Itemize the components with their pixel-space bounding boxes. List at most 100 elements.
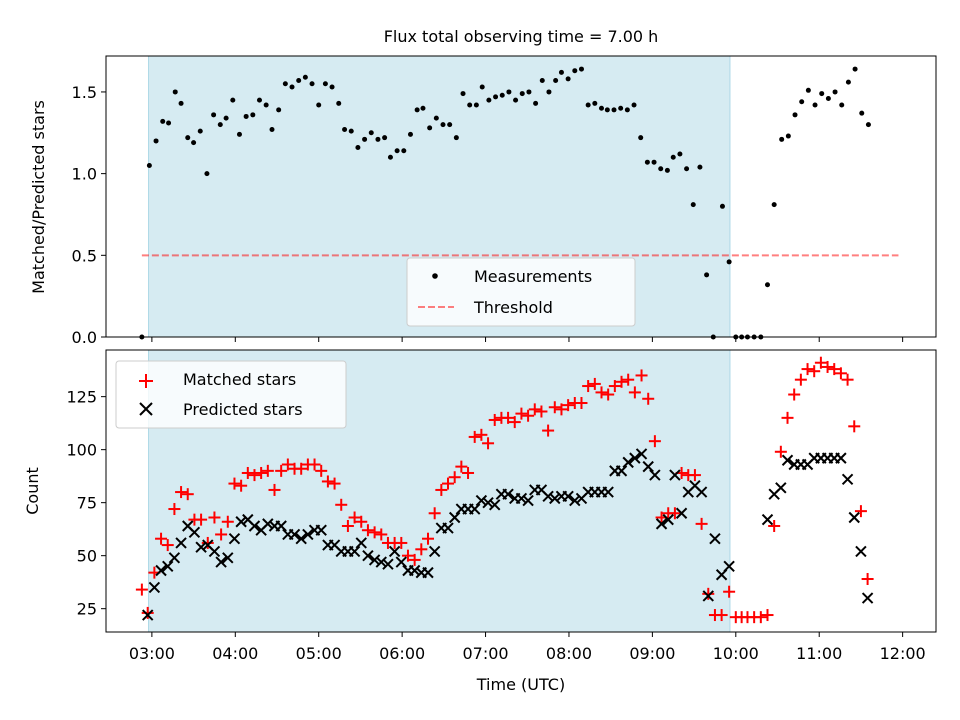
predicted-star-point [549, 492, 561, 505]
measurement-point [329, 84, 335, 90]
predicted-star-point [168, 552, 181, 564]
measurement-point [146, 162, 152, 168]
top-panel-frame [105, 55, 937, 338]
matched-star-point [562, 399, 575, 412]
predicted-star-point [195, 541, 207, 553]
matched-star-point [328, 477, 341, 490]
predicted-star-point [702, 590, 714, 602]
measurement-point [387, 154, 393, 160]
measurement-point [414, 107, 420, 113]
predicted-star-point [442, 522, 454, 534]
measurement-point [513, 97, 519, 103]
matched-star-point [695, 517, 708, 530]
matched-star-point [702, 587, 715, 600]
predicted-star-point [448, 511, 461, 524]
predicted-star-point [315, 524, 327, 536]
matched-star-point [754, 611, 767, 624]
y-tick-label: 0.0 [72, 328, 97, 347]
matched-star-point [595, 386, 608, 399]
measurement-point [779, 136, 785, 142]
y-tick-label: 75 [77, 494, 97, 513]
y-tick-label: 50 [77, 547, 97, 566]
predicted-star-point [629, 452, 641, 464]
measurement-point [578, 66, 584, 72]
measurement-point [832, 89, 838, 95]
predicted-star-point [228, 532, 241, 545]
matched-star-point [181, 488, 194, 501]
measurement-point [499, 92, 505, 98]
matched-star-point [642, 392, 655, 405]
measurement-point [230, 97, 236, 103]
matched-star-point [261, 464, 274, 477]
matched-star-point [602, 388, 615, 401]
predicted-star-point [841, 473, 854, 486]
matched-star-point [781, 411, 794, 424]
matched-star-point [555, 403, 568, 416]
matched-star-point [341, 519, 354, 532]
matched-star-point [622, 373, 635, 386]
measurement-point [585, 102, 591, 108]
matched-star-point [428, 507, 441, 520]
measurement-point [704, 272, 710, 278]
predicted-star-point [848, 511, 860, 524]
x-tick-label: 12:00 [880, 644, 926, 663]
matched-star-point [635, 369, 648, 382]
matched-star-point [535, 405, 548, 418]
matched-star-point [175, 486, 188, 499]
measurement-point [519, 91, 525, 97]
measurement-point [322, 81, 328, 87]
measurement-point [631, 102, 637, 108]
measurement-point [479, 84, 485, 90]
measurements-legend-label: Measurements [474, 267, 592, 286]
predicted-star-point [662, 513, 674, 526]
measurement-point [191, 140, 197, 146]
matched-star-point [834, 367, 847, 380]
measurement-point [792, 112, 798, 118]
matched-star-point [482, 437, 495, 450]
measurement-point [467, 102, 473, 108]
measurement-point [670, 154, 676, 160]
predicted-star-point [775, 482, 787, 494]
measurement-point [684, 166, 690, 172]
x-tick-label: 06:00 [379, 644, 425, 663]
x-tick-label: 11:00 [796, 644, 842, 663]
measurement-point [185, 135, 191, 141]
measurement-point [764, 282, 770, 288]
matched-star-point [548, 401, 561, 414]
predicted-star-point [489, 499, 501, 511]
matched-star-point [715, 609, 728, 622]
measurement-point [644, 159, 650, 165]
bottom-legend: Matched stars Predicted stars [115, 360, 347, 429]
matched-star-point [215, 528, 228, 541]
matched-star-point [248, 469, 261, 482]
measurement-point [336, 100, 342, 106]
predicted-star-point [382, 558, 394, 570]
matched-star-point [415, 543, 428, 556]
predicted-star-point [855, 545, 867, 558]
predicted-star-point [635, 448, 648, 460]
measurement-point [526, 89, 532, 95]
predicted-star-point [162, 560, 174, 572]
measurement-point [223, 115, 229, 121]
matched-star-point [168, 503, 181, 516]
matched-star-point [395, 536, 408, 549]
predicted-star-point [602, 486, 614, 498]
matched-star-point [275, 464, 288, 477]
measurement-point [638, 135, 644, 141]
measurement-point [348, 128, 354, 134]
matched-star-point [488, 413, 501, 426]
predicted-star-point [408, 564, 421, 577]
matched-star-point [308, 458, 321, 471]
x-tick-label: 10:00 [713, 644, 759, 663]
matched-star-point [502, 411, 515, 424]
predicted-star-point [348, 545, 361, 558]
predicted-star-point [781, 454, 794, 466]
predicted-star-point [222, 552, 234, 564]
measurement-point [539, 78, 545, 84]
y-tick-label: 25 [77, 600, 97, 619]
matched-star-point [368, 526, 381, 539]
y-tick-label: 125 [66, 388, 97, 407]
bottom-panel: 03:00 04:00 05:00 06:00 07:00 08:00 09:00 10:00… [23, 349, 937, 694]
measurement-point [618, 105, 624, 111]
predicted-star-point [861, 592, 874, 604]
